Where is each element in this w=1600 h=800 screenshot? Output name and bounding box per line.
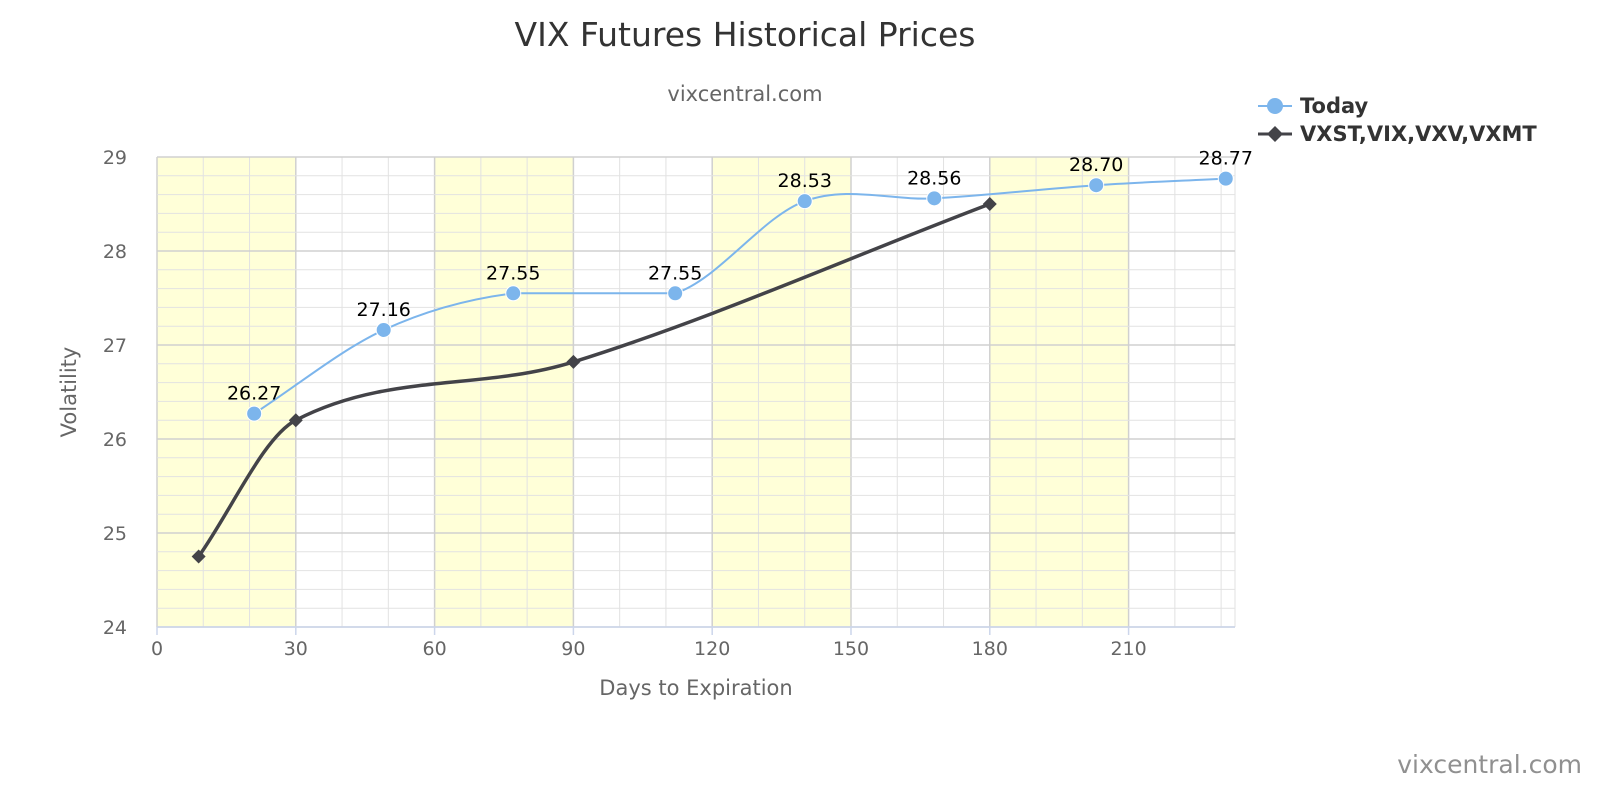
spot-point [566,354,581,369]
today-point [505,285,522,302]
spot-point [982,197,997,211]
x-tick-label: 0 [151,638,163,660]
x-tick-label: 30 [284,638,308,660]
x-tick-label: 210 [1110,638,1146,660]
data-label: 27.55 [648,262,702,284]
legend-item-spot[interactable]: VXST,VIX,VXV,VXMT [1258,122,1537,146]
spot-point [288,413,303,428]
today-point [246,405,263,422]
data-label: 26.27 [227,383,281,405]
x-tick-label: 120 [694,638,730,660]
y-axis-title: Volatility [57,347,81,438]
today-point [1088,177,1105,194]
y-tick-label: 28 [103,241,127,263]
credit-link[interactable]: vixcentral.com [1397,750,1582,779]
spot-point [191,549,206,564]
today-point [667,285,684,302]
series-line-spot [197,202,991,558]
today-point [926,190,943,207]
legend-marker-spot [1267,126,1283,142]
data-label: 28.77 [1199,148,1253,170]
x-tick-label: 180 [972,638,1008,660]
x-tick-label: 60 [423,638,447,660]
legend-label-spot: VXST,VIX,VXV,VXMT [1300,122,1537,146]
today-point [796,193,813,210]
shaded-band [434,157,574,627]
shaded-bands [157,157,1129,627]
y-tick-label: 25 [103,523,127,545]
legend-item-today[interactable]: Today [1258,94,1369,118]
today-point [375,321,392,338]
x-tick-label: 90 [561,638,585,660]
legend-label-today: Today [1300,94,1369,118]
legend-marker-today [1267,98,1283,114]
x-tick-label: 150 [833,638,869,660]
series-markers [191,170,1234,564]
y-tick-label: 29 [103,147,127,169]
tick-labels: 0 30 60 90 120 150 180 210 24 25 26 27 28 29 [103,147,1147,660]
legend: Today VXST,VIX,VXV,VXMT [1258,94,1537,146]
y-tick-label: 26 [103,429,127,451]
data-label: 27.55 [486,262,540,284]
data-labels: 26.27 27.16 27.55 27.55 28.53 28.56 28.70 28.77 [227,148,1253,405]
shaded-band [712,157,851,627]
chart-title: VIX Futures Historical Prices [515,15,976,54]
data-label: 28.53 [778,170,832,192]
data-label: 27.16 [357,299,411,321]
data-label: 28.56 [907,167,961,189]
y-tick-label: 27 [103,335,127,357]
x-axis-title: Days to Expiration [599,676,792,700]
shaded-band [157,157,296,627]
shaded-band [989,157,1129,627]
chart-subtitle: vixcentral.com [667,82,822,106]
data-label: 28.70 [1069,154,1123,176]
series-line-today [253,177,1226,415]
today-point [1217,170,1234,187]
y-tick-label: 24 [103,617,127,639]
series-lines [197,177,1226,558]
axes [156,626,1235,635]
